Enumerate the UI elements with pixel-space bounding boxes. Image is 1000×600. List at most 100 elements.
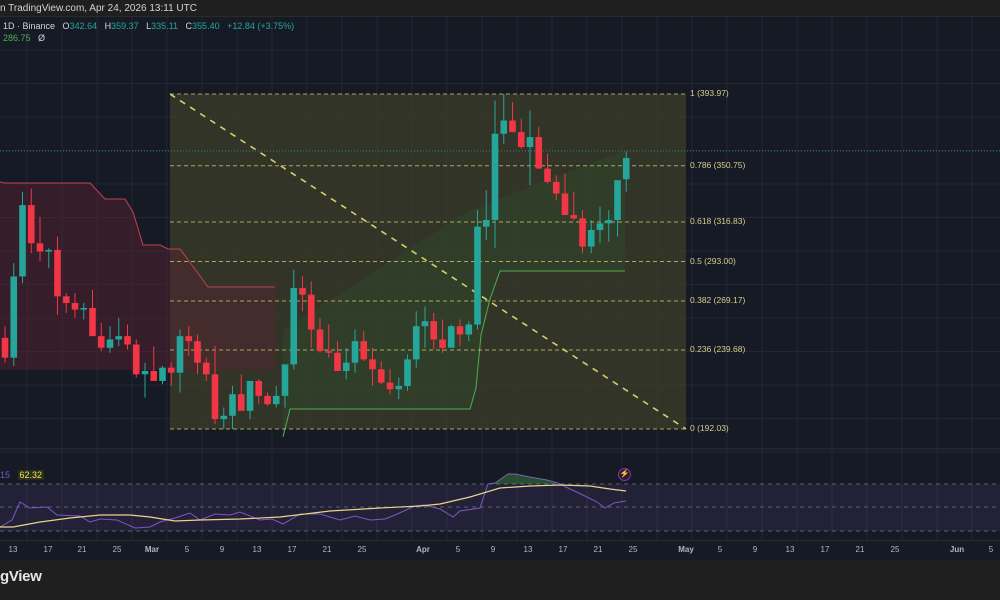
date-tick: 13 bbox=[252, 545, 262, 554]
date-tick: May bbox=[678, 545, 694, 554]
candle-body bbox=[561, 193, 569, 216]
candle-body bbox=[54, 249, 61, 297]
ohlc-legend: 1D · Binance O342.64 H359.37 L335.11 C35… bbox=[3, 20, 294, 44]
candle-body bbox=[159, 367, 166, 381]
date-tick: 9 bbox=[752, 545, 758, 554]
date-tick: 5 bbox=[455, 545, 461, 554]
candle-body bbox=[62, 296, 70, 303]
supertrend-up-fill bbox=[283, 150, 625, 437]
ohlc-row: 1D · Binance O342.64 H359.37 L335.11 C35… bbox=[3, 20, 294, 32]
fib-label-0: 0 (192.03) bbox=[690, 423, 729, 433]
high-label: H bbox=[104, 21, 112, 31]
candle-body bbox=[71, 302, 79, 310]
candle-body bbox=[27, 205, 35, 244]
candle-body bbox=[150, 370, 158, 381]
open-value: 342.64 bbox=[69, 21, 98, 31]
candle-body bbox=[587, 229, 595, 247]
rsi-length: 15 bbox=[0, 470, 11, 480]
candle-body bbox=[185, 336, 193, 342]
candle-body bbox=[80, 307, 88, 310]
date-tick: Apr bbox=[416, 545, 430, 554]
date-tick: 17 bbox=[820, 545, 830, 554]
candle-body bbox=[141, 370, 149, 375]
candle-body bbox=[202, 362, 210, 375]
candle-body bbox=[596, 223, 604, 230]
candle-body bbox=[351, 341, 359, 363]
supertrend-down-line bbox=[0, 181, 275, 288]
close-label: C bbox=[185, 21, 193, 31]
date-tick: 9 bbox=[490, 545, 496, 554]
candle-body bbox=[325, 351, 333, 353]
candle-body bbox=[552, 181, 560, 194]
candle-body bbox=[19, 205, 26, 277]
candle-body bbox=[246, 380, 254, 411]
candle-body bbox=[36, 243, 44, 252]
date-tick: 25 bbox=[890, 545, 900, 554]
lightning-alert-icon[interactable]: ⚡ bbox=[618, 468, 631, 481]
chart-header-bar: n TradingView.com, Apr 24, 2026 13:11 UT… bbox=[0, 0, 1000, 17]
close-value: 355.40 bbox=[192, 21, 220, 31]
candle-body bbox=[447, 326, 455, 348]
date-tick: 25 bbox=[357, 545, 367, 554]
rsi-legend: 15 62.32 bbox=[0, 470, 45, 480]
candle-body bbox=[395, 385, 403, 390]
fib-label-1: 1 (393.97) bbox=[690, 88, 729, 98]
candle-body bbox=[97, 336, 105, 348]
date-tick: 21 bbox=[77, 545, 87, 554]
date-tick: 13 bbox=[785, 545, 795, 554]
date-tick: 25 bbox=[628, 545, 638, 554]
interval-exchange: 1D · Binance bbox=[3, 21, 56, 31]
indicator-row: 286.75 Ø bbox=[3, 32, 294, 44]
date-tick: 13 bbox=[523, 545, 533, 554]
candle-body bbox=[316, 329, 324, 352]
candle-body bbox=[360, 341, 368, 360]
date-axis[interactable]: 13 17 21 25 Mar 5 9 13 17 21 25 Apr 5 9 13 17 21 25 May 5 9 1… bbox=[0, 540, 1000, 560]
supertrend-up-line bbox=[282, 270, 625, 438]
date-tick: 5 bbox=[184, 545, 190, 554]
candle-body bbox=[220, 415, 228, 420]
candle-body bbox=[404, 359, 411, 386]
candle-body bbox=[272, 395, 280, 405]
candle-body bbox=[430, 321, 438, 340]
candle-body bbox=[45, 249, 53, 252]
candle-body bbox=[211, 374, 219, 420]
date-tick: 17 bbox=[287, 545, 297, 554]
candle-body bbox=[456, 326, 464, 335]
candle-body bbox=[307, 294, 315, 330]
candle-body bbox=[439, 339, 446, 348]
indicator-value: 286.75 bbox=[3, 33, 31, 43]
date-tick: 21 bbox=[322, 545, 332, 554]
tradingview-brand-logo: gView bbox=[0, 568, 42, 585]
candle-body bbox=[299, 288, 306, 295]
candle-body bbox=[237, 394, 245, 411]
rsi-ma-line bbox=[0, 484, 627, 528]
date-tick: 21 bbox=[593, 545, 603, 554]
high-value: 359.37 bbox=[111, 21, 139, 31]
candle-body bbox=[132, 344, 140, 375]
candle-body bbox=[281, 364, 289, 396]
candle-body bbox=[369, 359, 376, 370]
date-tick: 5 bbox=[988, 545, 994, 554]
candle-body bbox=[176, 336, 184, 373]
candle-body bbox=[526, 137, 534, 148]
candle-body bbox=[115, 336, 123, 340]
indicator-suffix-icon: Ø bbox=[38, 33, 46, 43]
candle-body bbox=[334, 352, 341, 371]
price-chart-canvas[interactable] bbox=[0, 17, 1000, 540]
candle-body bbox=[124, 336, 131, 345]
date-tick: 5 bbox=[717, 545, 723, 554]
date-tick: 9 bbox=[219, 545, 225, 554]
candle-body bbox=[622, 157, 630, 180]
supertrend-down-fill bbox=[0, 182, 275, 370]
candle-body bbox=[500, 120, 508, 134]
chart-area[interactable]: 1D · Binance O342.64 H359.37 L335.11 C35… bbox=[0, 17, 1000, 540]
candle-body bbox=[377, 369, 385, 383]
open-label: O bbox=[62, 21, 70, 31]
rsi-ma-value: 62.32 bbox=[17, 470, 45, 480]
candle-body bbox=[342, 362, 350, 371]
candle-body bbox=[1, 337, 9, 358]
candle-body bbox=[465, 324, 473, 335]
fib-label-0-236: 0.236 (239.68) bbox=[690, 343, 746, 354]
candle-body bbox=[491, 133, 499, 221]
fib-label-0-786: 0.786 (350.75) bbox=[690, 159, 746, 170]
